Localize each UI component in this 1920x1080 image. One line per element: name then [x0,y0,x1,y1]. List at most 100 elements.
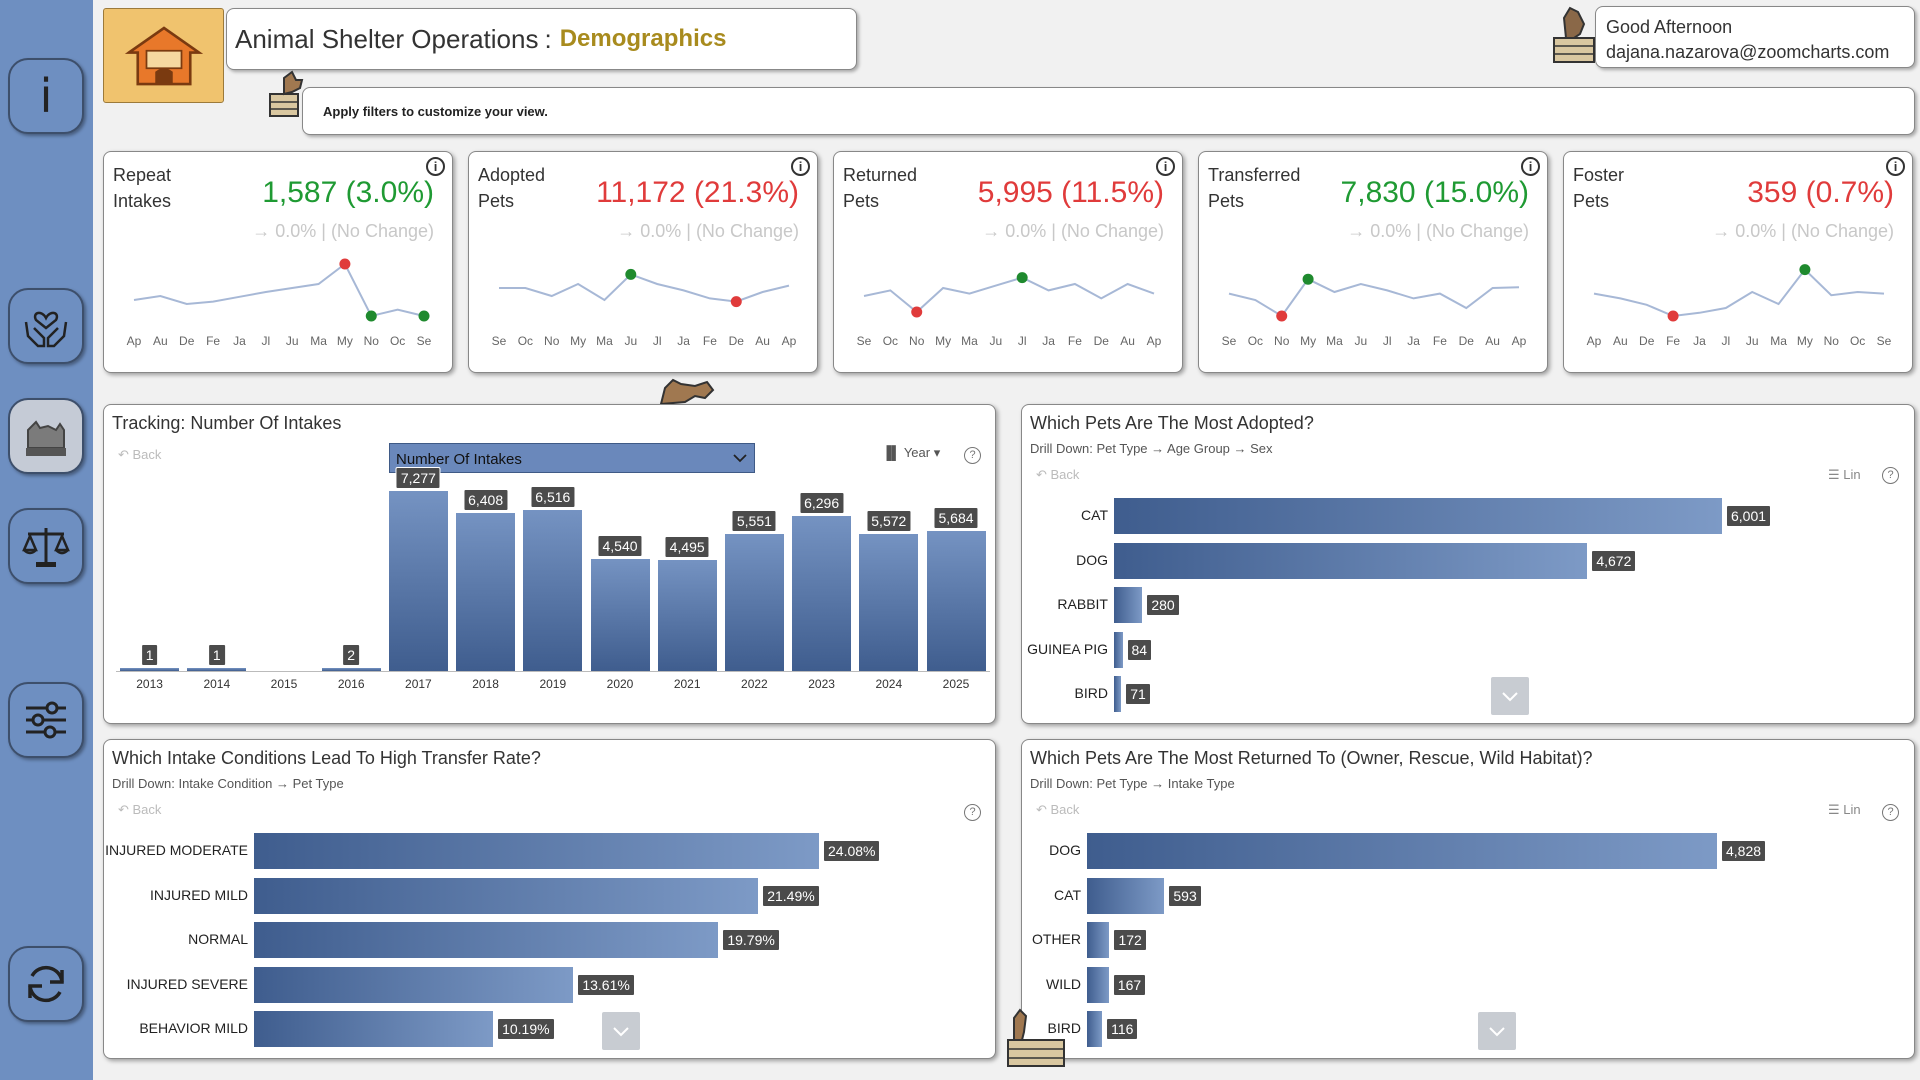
kpi-card-adopted-pets[interactable]: Adopted Pets i 11,172 (21.3%) → 0.0% | (N… [468,151,818,373]
category-bar[interactable] [1087,922,1110,958]
x-tick-label: 2018 [472,677,499,691]
sparkline-min-point [1276,310,1288,322]
kpi-label: Returned Pets [843,165,918,211]
reset-button[interactable] [8,946,84,1022]
kpi-card-transferred-pets[interactable]: Transferred Pets i 7,830 (15.0%) → 0.0% |… [1198,151,1548,373]
month-tick-label: No [544,334,560,348]
sparkline-min-point [1667,310,1679,322]
info-icon[interactable]: i [1886,157,1905,176]
back-button[interactable]: ↶ Back [118,802,162,817]
info-icon[interactable]: i [426,157,445,176]
adopted-chart-panel: Which Pets Are The Most Adopted? Drill D… [1021,404,1915,724]
month-tick-label: Jl [261,334,271,348]
x-tick-label: 2014 [203,677,231,691]
sparkline-min-point [418,310,430,322]
month-tick-label: Fe [702,334,717,348]
intake-bar[interactable] [859,533,919,671]
bar-value-label: 4,540 [597,534,643,557]
intake-bar[interactable] [388,491,448,671]
scale-toggle[interactable]: ☰ Lin [1828,802,1861,817]
intake-bar[interactable] [321,668,381,671]
balance-page-button[interactable] [8,508,84,584]
x-tick-label: 2021 [673,677,701,691]
expand-button[interactable] [1491,677,1529,715]
kpi-month-axis: Se Oc No My Ma Ju Jl Ja Fe De Au Ap [1219,334,1529,354]
expand-button[interactable] [1478,1012,1516,1050]
measure-dropdown[interactable]: Number Of Intakes [389,443,755,473]
category-bar[interactable] [1087,966,1109,1003]
info-icon[interactable]: i [1156,157,1175,176]
chevron-down-icon [1489,1027,1505,1037]
back-button[interactable]: ↶ Back [1036,802,1080,817]
category-bar[interactable] [254,833,819,869]
info-icon[interactable]: i [1521,157,1540,176]
category-bar[interactable] [1087,1011,1103,1047]
bar-value-label: 13.61% [577,973,635,996]
kpi-card-repeat-intakes[interactable]: Repeat Intakes i 1,587 (3.0%) → 0.0% | (N… [103,151,453,373]
month-tick-label: De [1458,334,1474,348]
month-tick-label: Ja [1407,334,1420,348]
month-tick-label: Oc [517,334,534,348]
scale-toggle[interactable]: ☰ Lin [1828,467,1861,482]
bar-value-label: 19.79% [722,929,780,951]
info-icon[interactable]: i [791,157,810,176]
intake-bar[interactable] [657,560,717,671]
sliders-icon [26,701,66,739]
year-period-selector[interactable]: ▐▌ Year ▾ [882,445,941,460]
category-bar[interactable] [1114,542,1588,579]
category-bar[interactable] [254,922,719,958]
y-category-label: CAT [1081,507,1108,523]
expand-button[interactable] [602,1012,640,1050]
month-tick-label: Au [1485,334,1500,348]
category-bar[interactable] [254,877,759,914]
category-bar[interactable] [1114,587,1143,623]
intake-bar[interactable] [792,515,852,671]
bar-value-label: 24.08% [823,840,881,862]
mascot-shelter-icon [269,70,304,117]
help-icon[interactable]: ? [964,447,981,464]
chevron-down-icon [1502,692,1518,702]
help-icon[interactable]: ? [1882,804,1899,821]
category-bar[interactable] [1087,833,1717,869]
intake-bar[interactable] [523,510,583,671]
intakes-chart-panel: Tracking: Number Of Intakes ↶ Back Numbe… [103,404,996,724]
kpi-value: 11,172 (21.3%) [596,176,799,209]
category-bar[interactable] [1114,498,1722,534]
kpi-card-returned-pets[interactable]: Returned Pets i 5,995 (11.5%) → 0.0% | (N… [833,151,1183,373]
kpi-value: 5,995 (11.5%) [977,176,1164,209]
month-tick-label: My [570,334,587,348]
category-bar[interactable] [1114,676,1122,712]
info-button[interactable]: i [8,58,84,134]
intake-bar[interactable] [456,512,516,671]
intake-bar[interactable] [724,534,784,671]
intake-bar[interactable] [926,530,986,671]
intake-bar[interactable] [187,668,247,671]
help-icon[interactable]: ? [1882,467,1899,484]
category-bar[interactable] [254,1011,494,1047]
bar-value-label: 4,672 [1591,549,1637,572]
month-tick-label: Jl [1721,334,1731,348]
y-category-label: INJURED MILD [149,886,248,903]
kpi-card-foster-pets[interactable]: Foster Pets i 359 (0.7%) → 0.0% | (No Cha… [1563,151,1913,373]
month-tick-label: Fe [1432,334,1447,348]
category-bar[interactable] [254,966,574,1003]
sparkline-path [1593,268,1885,318]
month-tick-label: Au [153,334,168,348]
filter-hint-text: Apply filters to customize your view. [323,103,548,119]
x-tick-label: 2025 [942,677,970,691]
category-bar[interactable] [1087,877,1165,914]
intake-bar[interactable] [590,558,650,671]
kpi-delta: → 0.0% | (No Change) [617,221,799,241]
intake-bar[interactable] [120,668,180,671]
back-button[interactable]: ↶ Back [1036,467,1080,482]
care-page-button[interactable] [8,288,84,364]
help-icon[interactable]: ? [964,804,981,821]
bar-value-label: 1 [140,644,159,666]
back-button[interactable]: ↶ Back [118,447,162,462]
kpi-delta: → 0.0% | (No Change) [252,221,434,241]
filters-button[interactable] [8,682,84,758]
category-bar[interactable] [1114,631,1123,668]
panel-title: Which Intake Conditions Lead To High Tra… [112,748,541,768]
month-tick-label: Ju [1745,334,1759,348]
demographics-page-button[interactable] [8,398,84,474]
